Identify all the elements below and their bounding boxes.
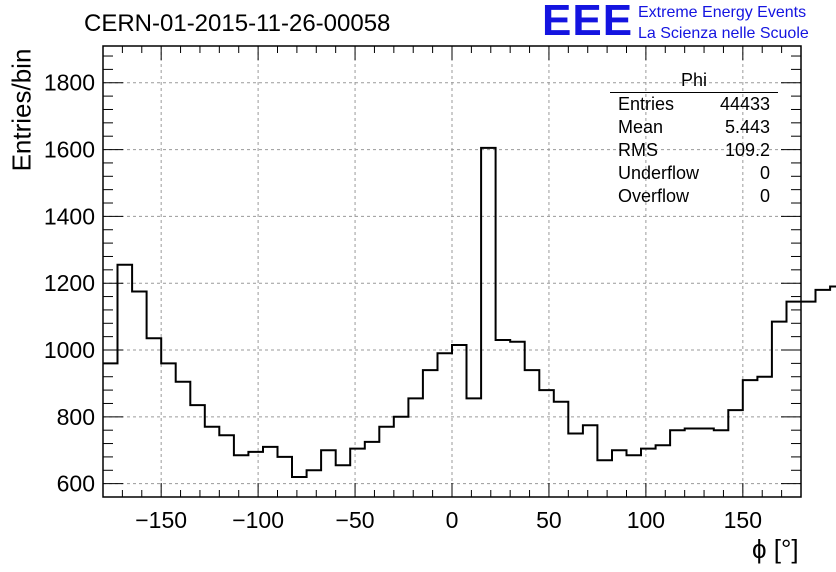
stats-row: Entries 44433 xyxy=(610,93,778,116)
y-tick-label: 1800 xyxy=(44,70,95,96)
x-tick-label: −150 xyxy=(135,507,187,533)
stats-row: Underflow 0 xyxy=(610,162,778,185)
y-axis-label: Entries/bin xyxy=(6,48,37,172)
x-tick-label: 150 xyxy=(724,507,762,533)
y-tick-label: 1600 xyxy=(44,137,95,163)
x-tick-label: 0 xyxy=(446,507,459,533)
y-tick-label: 1400 xyxy=(44,203,95,229)
stats-value: 109.2 xyxy=(724,140,770,160)
axis-ticks xyxy=(103,46,801,497)
x-tick-label: 100 xyxy=(627,507,665,533)
stats-row: Mean 5.443 xyxy=(610,116,778,139)
logo-line-1: Extreme Energy Events xyxy=(638,4,807,21)
x-axis-label: ϕ [°] xyxy=(752,534,799,564)
stats-title: Phi xyxy=(680,70,707,90)
stats-value: 0 xyxy=(759,163,770,183)
y-tick-label: 1200 xyxy=(44,270,95,296)
eee-logo: EEE xyxy=(542,0,634,45)
axis-tick-labels: −150 −100 −50 0 50 100 150 600 800 1000 1200 1400 16… xyxy=(44,70,762,533)
x-tick-label: −100 xyxy=(232,507,284,533)
stats-row: Overflow 0 xyxy=(610,185,778,208)
stats-label: Overflow xyxy=(618,186,690,206)
run-title: CERN-01-2015-11-26-00058 xyxy=(84,10,391,37)
stats-value: 44433 xyxy=(719,94,770,114)
stats-value: 0 xyxy=(759,186,770,206)
y-tick-label: 1000 xyxy=(44,337,95,363)
stats-label: Entries xyxy=(618,94,675,114)
stats-value: 5.443 xyxy=(724,117,770,137)
logo-line-2: La Scienza nelle Scuole xyxy=(638,25,809,42)
stats-row: RMS 109.2 xyxy=(610,139,778,162)
x-tick-label: 50 xyxy=(536,507,562,533)
stats-label: Mean xyxy=(618,117,664,137)
stats-label: Underflow xyxy=(618,163,700,183)
y-tick-label: 800 xyxy=(57,404,95,430)
stats-box: Phi Entries 44433 Mean 5.443 RMS 109.2 Unde… xyxy=(610,70,778,208)
x-tick-label: −50 xyxy=(336,507,375,533)
stats-divider xyxy=(610,92,778,93)
histogram-line xyxy=(103,146,836,478)
stats-label: RMS xyxy=(618,140,658,160)
y-tick-label: 600 xyxy=(57,471,95,497)
